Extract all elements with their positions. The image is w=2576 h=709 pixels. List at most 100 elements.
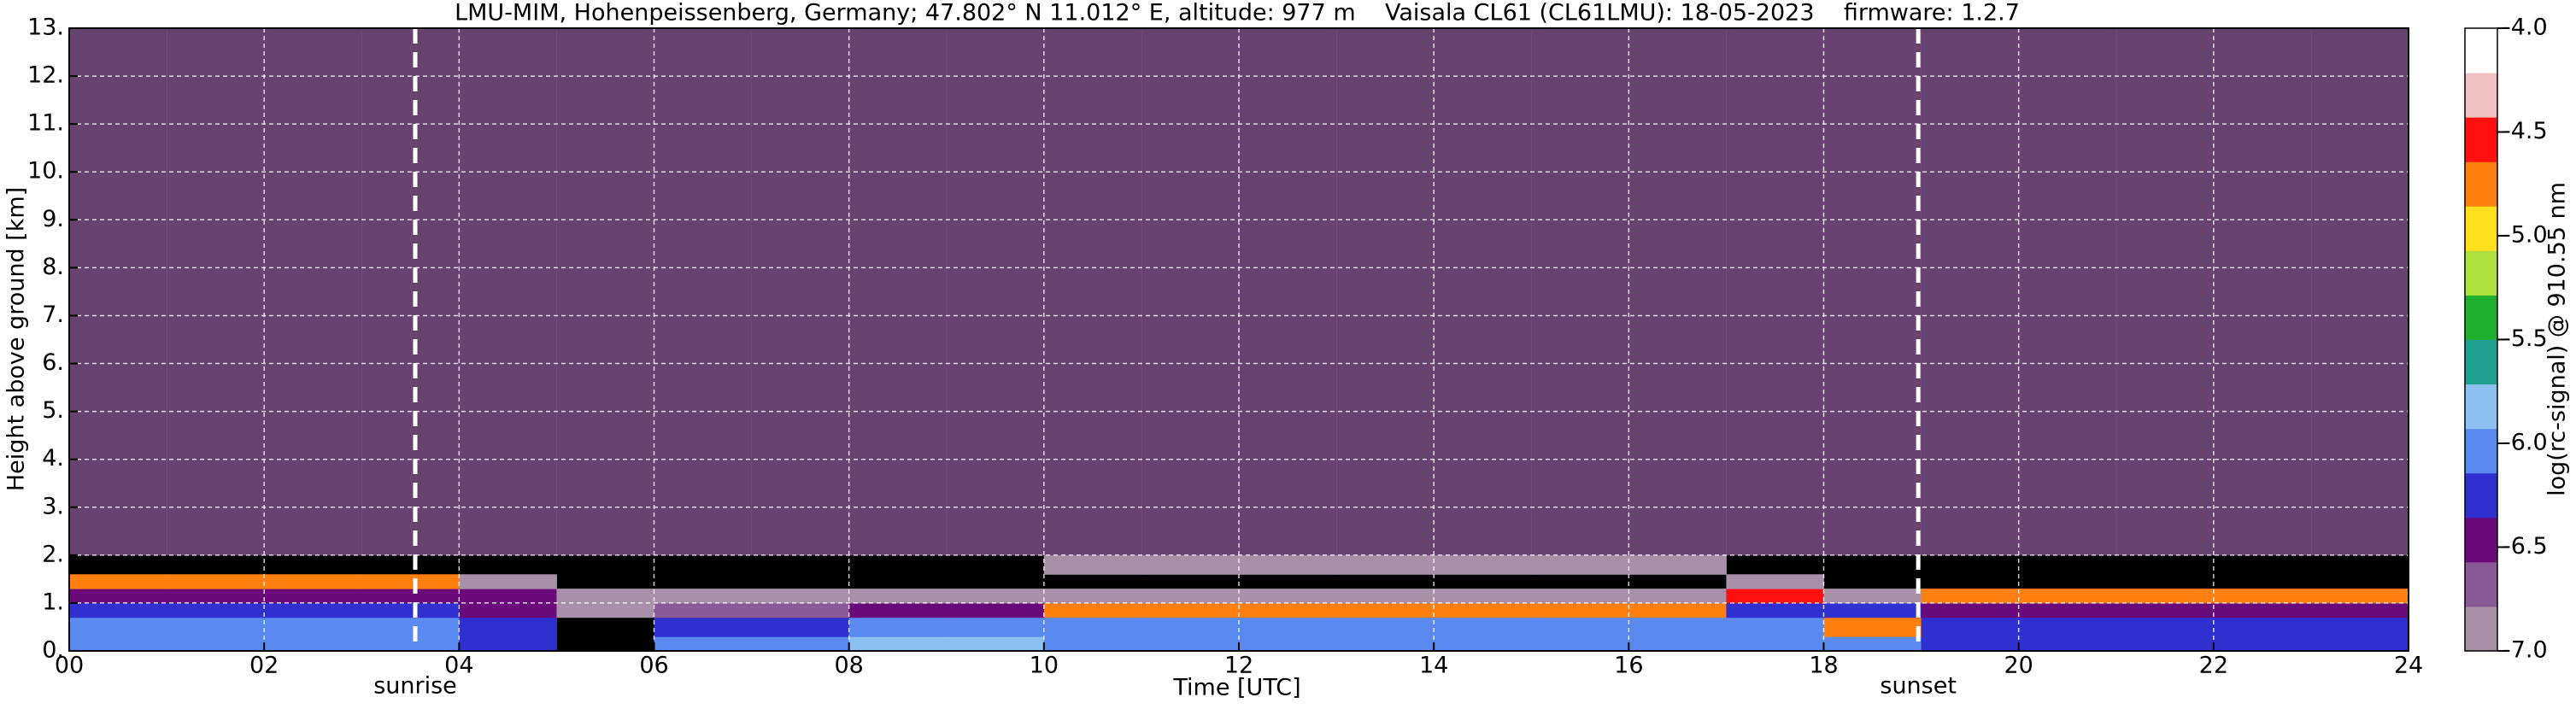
y-tick-label: 12.	[27, 62, 64, 89]
annotation-label: sunrise	[373, 673, 457, 700]
heatmap-cell	[1531, 602, 1629, 618]
heatmap-cell	[459, 617, 557, 637]
heatmap-cell	[751, 602, 850, 618]
colorbar-swatch	[2465, 117, 2497, 162]
heatmap-cell	[1434, 28, 1532, 556]
heatmap-cell	[459, 636, 557, 652]
heatmap-cell	[264, 602, 362, 618]
heatmap-cell	[1043, 589, 1142, 604]
heatmap-cell	[1336, 28, 1435, 556]
colorbar-swatch	[2465, 295, 2497, 340]
heatmap-cell	[1823, 589, 1922, 604]
heatmap-cell	[361, 574, 460, 589]
heatmap-cell	[1921, 28, 2020, 556]
y-tick-label: 0.	[42, 637, 64, 664]
heatmap-cell	[1531, 617, 1629, 637]
heatmap-cell	[751, 636, 850, 652]
heatmap-cell	[1336, 554, 1435, 575]
x-tick-label: 08	[834, 653, 863, 679]
heatmap-cell	[751, 28, 850, 556]
heatmap-cell	[167, 589, 265, 604]
x-tick-label: 14	[1419, 653, 1448, 679]
y-tick-label: 5.	[42, 397, 64, 424]
heatmap-cell	[361, 602, 460, 618]
heatmap-cell	[459, 574, 557, 589]
heatmap-cell	[264, 574, 362, 589]
heatmap-cell	[848, 636, 948, 652]
colorbar-swatch	[2465, 561, 2497, 607]
heatmap-cell	[2213, 617, 2312, 637]
annotation-label: sunset	[1880, 673, 1957, 700]
heatmap-cell	[2310, 589, 2409, 604]
heatmap-cell	[264, 617, 362, 637]
heatmap-cell	[2310, 602, 2409, 618]
heatmap-cell	[69, 589, 167, 604]
heatmap-cell	[167, 636, 265, 652]
colorbar-label: log(rc-signal) @ 910.55 nm	[2544, 182, 2571, 496]
heatmap-cell	[1434, 636, 1532, 652]
heatmap-cell	[1628, 602, 1727, 618]
heatmap-cell	[1239, 617, 1337, 637]
heatmap-cell	[1043, 636, 1142, 652]
heatmap-cell	[556, 28, 654, 556]
heatmap-cell	[1239, 28, 1337, 556]
x-tick-label: 12	[1224, 653, 1253, 679]
heatmap-cell	[2115, 636, 2215, 652]
heatmap-cell	[1239, 589, 1337, 604]
heatmap-cell	[1239, 602, 1337, 618]
colorbar-swatch	[2465, 339, 2497, 385]
heatmap-cell	[1726, 574, 1824, 589]
heatmap-cell	[1921, 617, 2020, 637]
heatmap-cell	[1336, 602, 1435, 618]
colorbar-swatch	[2465, 206, 2497, 251]
x-tick-label: 24	[2394, 653, 2423, 679]
heatmap-cell	[556, 589, 654, 604]
colorbar-swatch	[2465, 161, 2497, 207]
heatmap-cell	[2213, 636, 2312, 652]
colorbar-swatch	[2465, 517, 2497, 563]
heatmap-cell	[946, 602, 1045, 618]
x-tick-label: 16	[1614, 653, 1643, 679]
heatmap-cell	[2310, 28, 2409, 556]
heatmap-cell	[848, 617, 948, 637]
heatmap-cell	[654, 617, 753, 637]
x-tick-label: 04	[444, 653, 473, 679]
colorbar-swatch	[2465, 606, 2497, 652]
y-tick-label: 4.	[42, 445, 64, 472]
heatmap-cell	[1628, 589, 1727, 604]
heatmap-cell	[946, 636, 1045, 652]
heatmap-cell	[1141, 602, 1240, 618]
heatmap-cell	[1043, 602, 1142, 618]
heatmap-cell	[1628, 636, 1727, 652]
colorbar-swatch	[2465, 250, 2497, 296]
heatmap-cell	[1823, 28, 1922, 556]
y-tick-label: 9.	[42, 206, 64, 232]
y-tick-label: 11.	[27, 110, 64, 137]
heatmap-cell	[2018, 636, 2117, 652]
heatmap-cell	[1726, 589, 1824, 604]
heatmap-cell	[2213, 602, 2312, 618]
heatmap-cell	[1628, 28, 1727, 556]
heatmap-cell	[654, 589, 753, 604]
heatmap-cell	[946, 617, 1045, 637]
heatmap-cell	[1531, 28, 1629, 556]
heatmap-cell	[264, 589, 362, 604]
heatmap-cell	[361, 28, 460, 556]
colorbar-swatch	[2465, 472, 2497, 519]
heatmap-cell	[1921, 636, 2020, 652]
heatmap-cell	[2018, 617, 2117, 637]
heatmap-cell	[361, 617, 460, 637]
heatmap-cell	[2115, 617, 2215, 637]
heatmap-cell	[459, 589, 557, 604]
heatmap-cell	[1434, 617, 1532, 637]
heatmap-cell	[69, 636, 167, 652]
heatmap-cell	[946, 28, 1045, 556]
heatmap-cell	[1726, 602, 1824, 618]
heatmap-cell	[1336, 617, 1435, 637]
heatmap-cell	[1239, 554, 1337, 575]
heatmap-cell	[654, 28, 753, 556]
heatmap-cell	[69, 574, 167, 589]
heatmap-cell	[361, 636, 460, 652]
colorbar-swatch	[2465, 28, 2497, 73]
heatmap-cell	[167, 28, 265, 556]
